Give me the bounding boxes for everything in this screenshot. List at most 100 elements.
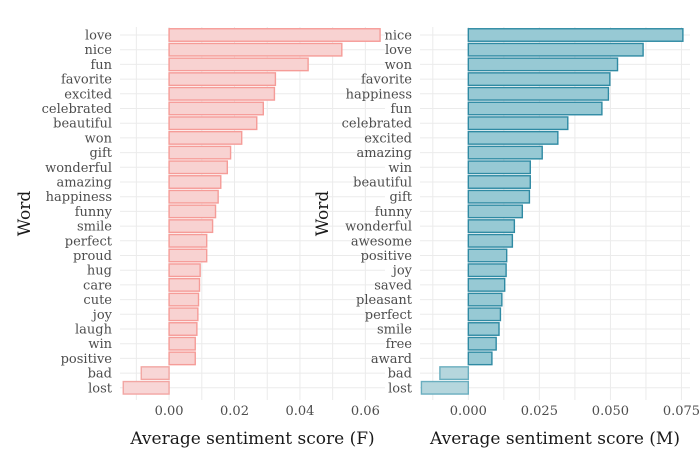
panel1-bar-won [168,130,243,145]
panel1-x-axis-title: Average sentiment score (F) [129,429,374,449]
panel1-bar-fun [168,57,309,72]
panel1-bar-wonderful [168,160,229,175]
panel2-bar-love [467,42,644,57]
panel1-ytick-amazing: amazing [56,176,112,191]
panel2-ytick-awesome: awesome [351,234,412,249]
panel1-bar-nice [168,42,343,57]
panel1-xtick: 0.00 [155,404,184,419]
panel1-ytick-celebrated: celebrated [42,102,112,117]
panel2-ytick-gift: gift [389,190,412,205]
panel1-bar-positive [168,351,196,366]
panel2-bar-happiness [467,86,610,101]
panel1-ytick-laugh: laugh [75,323,113,338]
panel1-ytick-excited: excited [64,87,112,102]
panel1-bar-love [168,28,381,42]
panel2-ytick-smile: smile [377,323,412,338]
panel2-ytick-award: award [371,352,412,367]
panel1-ytick-hug: hug [87,264,112,279]
panel2-ytick-favorite: favorite [361,73,412,88]
panel2-bar-lost [420,380,470,395]
panel2-bar-pleasant [467,292,503,307]
panel1-ytick-wonderful: wonderful [45,161,112,176]
panel1-xtick: 0.06 [351,404,380,419]
panel2-bar-beautiful [467,175,531,189]
panel2-xtick: 0.050 [592,404,629,419]
panel2-bar-amazing [467,145,543,160]
panel2-chart: nicelovewonfavoritehappinessfuncelebrate… [313,27,700,449]
panel1-bar-celebrated [168,101,264,116]
panel1-bar-lost [122,380,170,395]
panel1-ytick-bad: bad [88,367,112,382]
panel1-ytick-favorite: favorite [61,73,112,88]
panel2-bar-perfect [467,307,502,322]
panel2-bar-saved [467,277,506,292]
panel2-ytick-fun: fun [390,102,412,117]
panel2-ytick-nice: nice [384,29,412,44]
panel1-ytick-positive: positive [61,352,113,367]
panel2-bar-excited [467,130,559,145]
panel1-ytick-won: won [85,131,113,146]
panel2-ytick-happiness: happiness [346,87,412,102]
panel2-ytick-lost: lost [388,381,413,396]
panel1-bar-happiness [168,189,219,204]
panel1-ytick-gift: gift [89,146,112,161]
panel1-bar-bad [140,366,170,381]
panel1-bar-hug [168,263,201,278]
panel2-bar-funny [467,204,524,219]
panel1-chart: lovenicefunfavoriteexcitedcelebratedbeau… [15,27,385,449]
panel1-bar-favorite [168,72,277,87]
panel1-bar-beautiful [168,116,258,131]
panel1-bar-perfect [168,233,208,248]
panel2-bar-joy [467,263,507,278]
panel2-ytick-beautiful: beautiful [353,176,412,191]
panel1-ytick-win: win [88,337,112,352]
panel1-xtick: 0.04 [285,404,314,419]
panel1-bar-gift [168,145,232,160]
panel1-ytick-happiness: happiness [46,190,112,205]
panel2-bar-awesome [467,233,514,248]
panel2-ytick-excited: excited [364,131,412,146]
panel2-ytick-funny: funny [375,205,413,220]
panel1-ytick-funny: funny [75,205,113,220]
panel2-ytick-amazing: amazing [356,146,412,161]
panel2-bar-award [467,351,493,366]
panel1-bar-win [168,336,196,351]
panel2-xtick: 0.025 [521,404,558,419]
panel2-bar-smile [467,322,500,336]
panel2-bar-wonderful [467,219,516,234]
panel1-bar-cute [168,292,200,307]
panel2-ytick-free: free [386,337,413,352]
panel1-y-axis-title: Word [15,191,35,237]
panel2-ytick-saved: saved [374,278,412,293]
panel1-ytick-perfect: perfect [65,234,113,249]
panel2-bar-free [467,336,497,351]
panel2-ytick-love: love [385,43,412,58]
panel2-ytick-wonderful: wonderful [345,220,412,235]
panel1-bar-smile [168,219,214,234]
panel2-ytick-bad: bad [388,367,412,382]
panel1-bar-excited [168,86,276,101]
panel1-bar-funny [168,204,217,219]
panel2-bar-favorite [467,72,611,87]
panel1-ytick-joy: joy [91,308,113,323]
panel2-xtick: 0.075 [663,404,700,419]
panel2-ytick-positive: positive [361,249,413,264]
panel1-ytick-fun: fun [90,58,112,73]
panel1-ytick-beautiful: beautiful [53,117,112,132]
panel2-x-axis-title: Average sentiment score (M) [429,429,680,449]
panel2-bar-bad [439,366,470,381]
panel2-ytick-pleasant: pleasant [356,293,413,308]
panel2-bar-fun [467,101,603,116]
panel2-bar-win [467,160,531,175]
panel2-ytick-win: win [388,161,412,176]
panel2-ytick-joy: joy [391,264,413,279]
panel1-ytick-love: love [85,29,112,44]
panel2-bar-nice [467,28,684,42]
panel1-bar-joy [168,307,199,322]
panel2-bar-won [467,57,619,72]
panel1-bar-care [168,277,201,292]
panel2-ytick-won: won [385,58,413,73]
panel2-bar-positive [467,248,508,263]
panel1-ytick-cute: cute [83,293,112,308]
